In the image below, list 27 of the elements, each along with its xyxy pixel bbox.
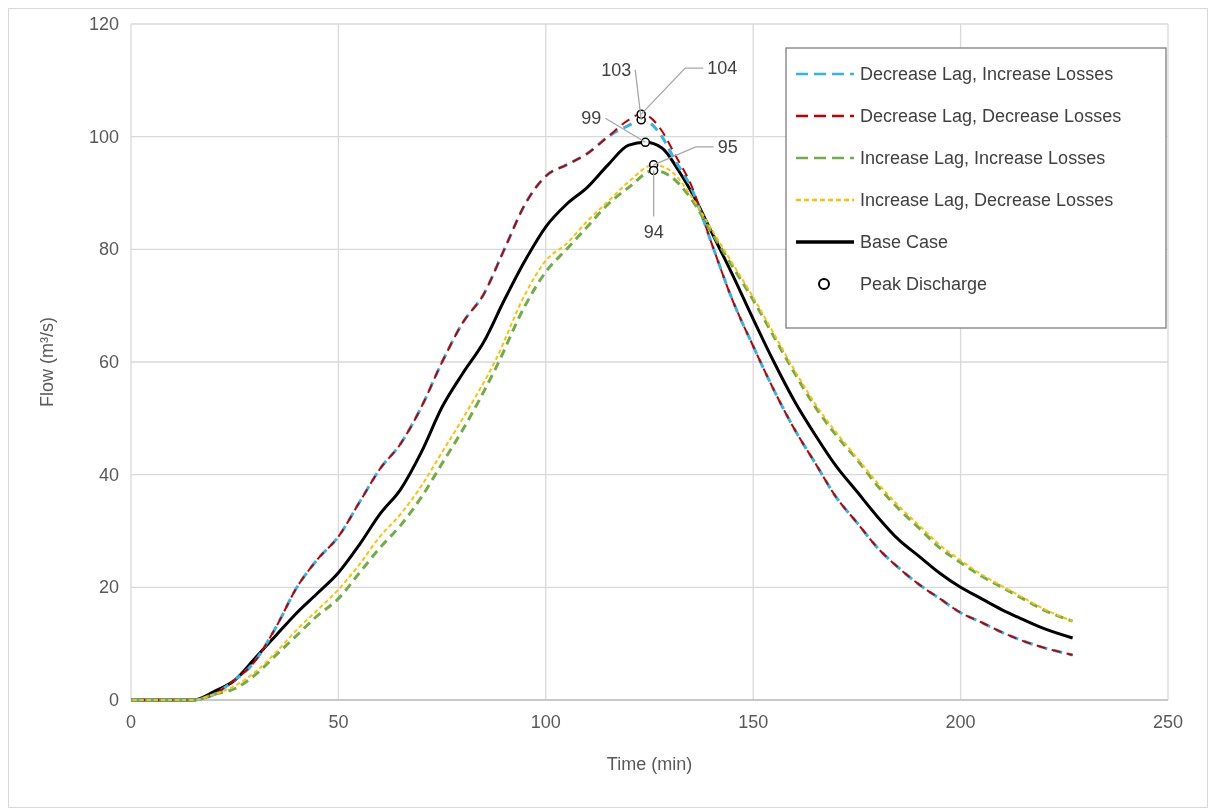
annotation: 103 [601,59,632,80]
y-axis-title: Flow (m³/s) [37,317,57,407]
x-axis-title: Time (min) [606,754,693,774]
x-tick-label: 250 [1152,712,1184,732]
x-tick-label: 50 [328,712,349,732]
annotation: 99 [581,108,602,129]
x-tick-label: 0 [125,712,137,732]
x-tick-label: 200 [945,712,976,732]
point [648,165,659,176]
legend-label: Base Case [860,232,949,252]
y-tick-label: 0 [108,690,119,710]
y-tick-label: 40 [98,464,119,485]
x-tick-label: 100 [530,712,561,732]
legend-label: Increase Lag, Increase Losses [860,148,1106,168]
y-tick-label: 120 [88,14,119,34]
y-tick-label: 80 [98,239,119,260]
legend-label: Increase Lag, Decrease Losses [860,190,1114,210]
annotation: 95 [717,136,738,157]
legend-label: Decrease Lag, Decrease Losses [860,106,1122,126]
annotation: 94 [643,222,664,243]
y-tick-label: 20 [98,577,119,598]
legend-label: Peak Discharge [860,274,988,294]
annotation: 104 [707,58,738,79]
y-tick-label: 60 [98,352,119,372]
y-tick-label: 100 [88,126,119,147]
x-tick-label: 150 [738,712,769,732]
legend-label: Decrease Lag, Increase Losses [860,64,1114,84]
